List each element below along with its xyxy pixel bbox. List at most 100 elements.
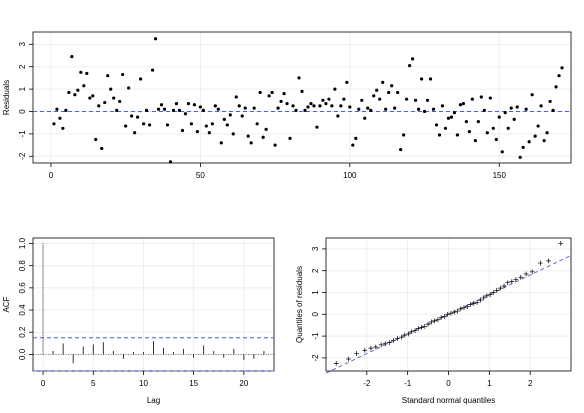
qq-point	[378, 342, 384, 348]
y-tick-label: 0.8	[18, 260, 27, 272]
acf-plot: 0 5 10 15 20 0.0 0.2 0.4 0.6 0.8 1.0 Lag ACF	[2, 237, 275, 405]
residual-point	[147, 123, 152, 127]
residual-point	[261, 135, 265, 139]
residual-point	[121, 72, 125, 77]
residual-point	[461, 102, 465, 106]
qq-point	[415, 326, 421, 331]
residual-point	[557, 74, 561, 78]
y-tick-label: 0.4	[18, 304, 27, 316]
residual-point	[533, 134, 537, 138]
residual-point	[360, 98, 364, 102]
residual-point	[58, 116, 62, 120]
residual-point	[315, 125, 319, 129]
residual-point	[506, 126, 510, 130]
y-tick-label: 2	[18, 64, 27, 69]
qq-point	[346, 356, 351, 362]
residual-point	[183, 112, 188, 116]
residual-point	[542, 139, 546, 143]
residual-point	[390, 84, 394, 88]
residual-point	[204, 124, 208, 128]
residual-point	[551, 108, 555, 112]
x-tick-label: -2	[363, 379, 371, 388]
residual-point	[258, 90, 262, 95]
residual-point	[521, 145, 525, 149]
qq-point	[409, 329, 415, 335]
qq-point	[435, 317, 441, 323]
residual-point	[106, 74, 110, 78]
residual-point	[440, 104, 445, 108]
x-tick-label: 150	[493, 171, 507, 180]
qq-point	[382, 341, 388, 347]
residual-point	[455, 133, 460, 137]
residual-point	[402, 133, 406, 137]
x-axis-title: Lag	[147, 396, 160, 405]
qq-point	[468, 302, 473, 307]
residual-point	[177, 108, 182, 112]
y-tick-label: 0.6	[18, 282, 27, 294]
y-tick-label: 3	[18, 42, 27, 47]
residual-point	[165, 123, 170, 127]
y-tick-label: -2	[18, 152, 27, 160]
y-tick-label: 1	[311, 290, 320, 295]
y-tick-label: 1	[18, 86, 27, 91]
residual-point	[446, 116, 451, 120]
residual-point	[437, 133, 442, 137]
y-tick-label: 2	[311, 268, 320, 273]
qq-point	[455, 308, 460, 314]
residual-point	[67, 90, 71, 95]
residual-point	[150, 68, 155, 72]
residual-point	[428, 77, 433, 81]
residual-point	[171, 108, 176, 112]
residual-point	[393, 106, 397, 110]
x-axis-title: Standard normal quantiles	[402, 396, 495, 405]
residual-point	[222, 117, 226, 121]
residual-point	[342, 97, 346, 101]
residual-point	[369, 108, 373, 112]
residual-point	[351, 143, 355, 147]
residual-point	[467, 130, 471, 134]
residual-point	[225, 123, 229, 127]
residual-point	[312, 104, 316, 108]
residual-point	[372, 94, 376, 98]
residual-point	[252, 106, 256, 110]
residual-point	[509, 106, 513, 110]
residual-point	[330, 104, 334, 108]
residual-point	[318, 104, 322, 108]
x-tick-label: 5	[91, 379, 96, 388]
residual-point	[61, 126, 65, 130]
qq-point	[474, 299, 480, 305]
qq-point	[546, 258, 551, 264]
plot-frame	[32, 31, 572, 164]
residual-point	[536, 124, 540, 128]
x-tick-label: -1	[404, 379, 412, 388]
qq-point	[354, 351, 360, 356]
residual-point	[345, 80, 349, 84]
residual-point	[249, 141, 253, 145]
qq-point	[368, 345, 374, 351]
residual-point	[339, 104, 343, 108]
residual-point	[419, 77, 424, 81]
residual-point	[518, 155, 522, 160]
residual-point	[470, 97, 474, 101]
residual-point	[354, 136, 358, 140]
residual-point	[387, 90, 391, 95]
residual-point	[405, 97, 409, 101]
residual-point	[333, 87, 337, 91]
x-tick-label: 1	[487, 379, 492, 388]
qq-point	[501, 283, 507, 289]
residual-point	[127, 86, 131, 90]
residual-point	[500, 150, 504, 154]
residual-point	[201, 108, 205, 112]
residual-point	[288, 136, 292, 140]
qq-point	[558, 241, 564, 246]
residual-point	[79, 70, 83, 74]
residual-point	[306, 105, 310, 109]
qq-point	[487, 292, 493, 298]
residual-point	[174, 102, 179, 106]
residual-point	[246, 134, 250, 138]
residual-point	[309, 102, 313, 106]
residual-point	[422, 109, 427, 114]
residual-point	[270, 90, 274, 95]
qq-point	[461, 305, 467, 311]
qq-point	[402, 332, 408, 338]
